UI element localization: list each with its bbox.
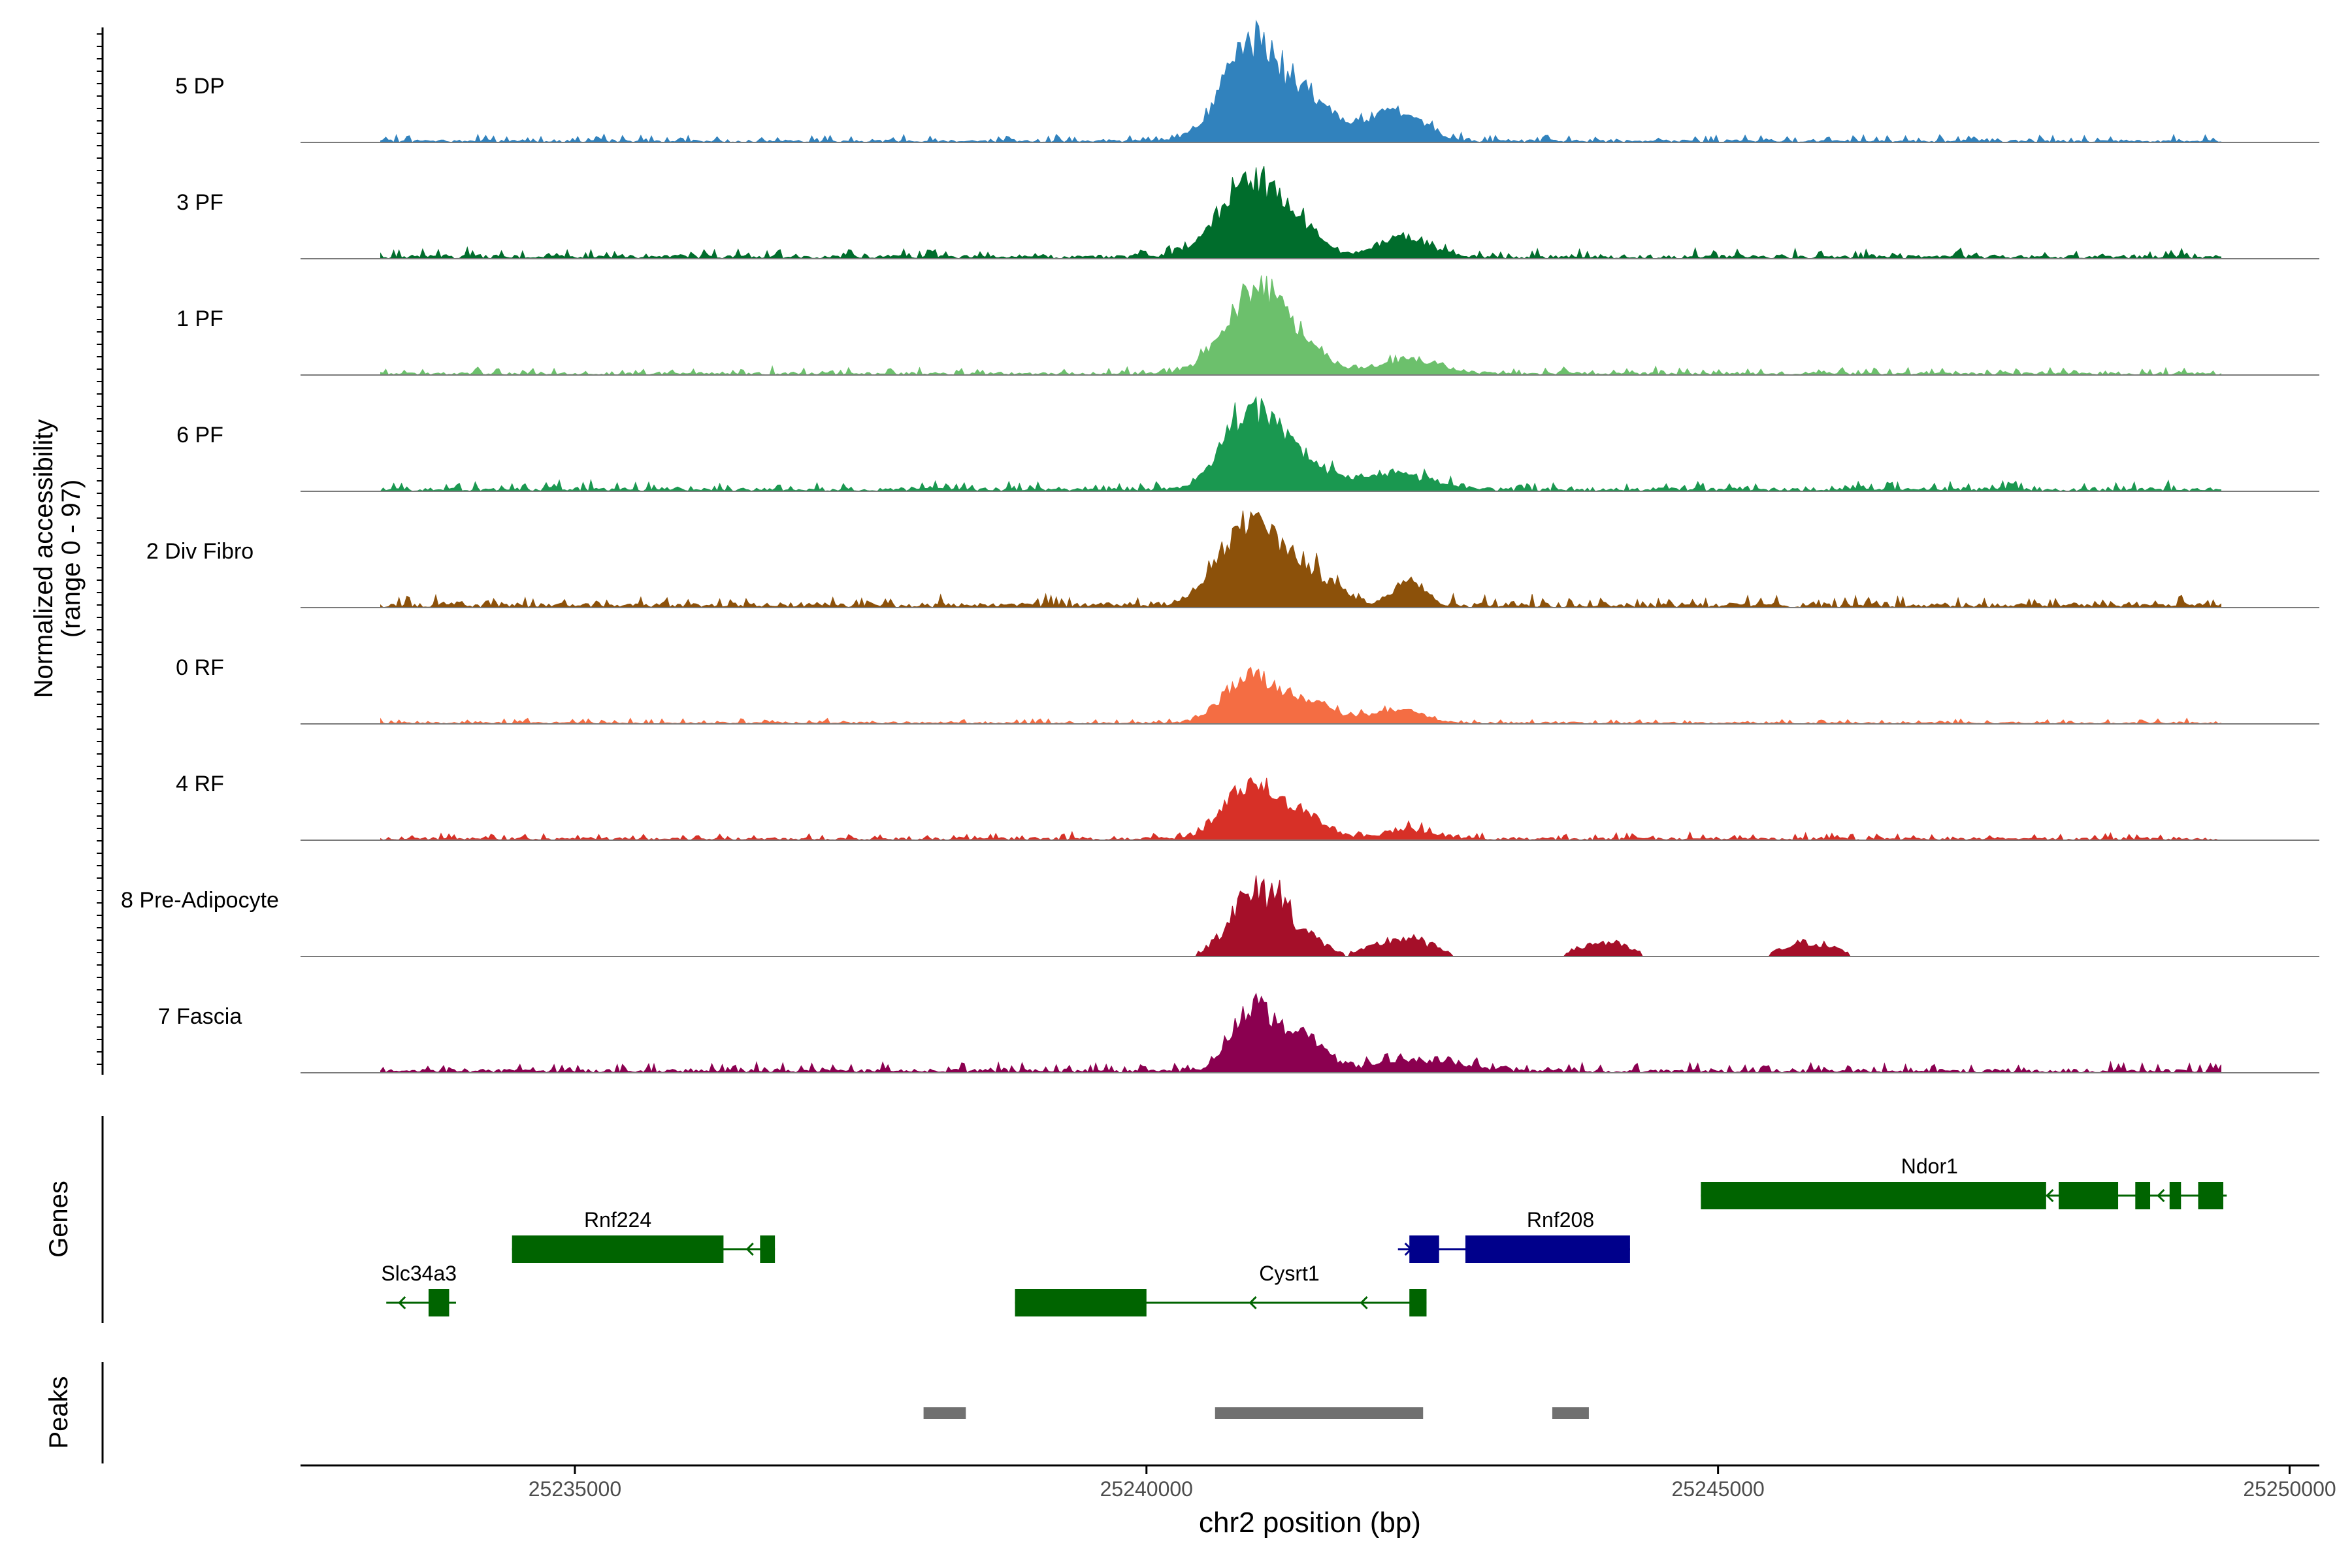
- track-label: 1 PF: [176, 306, 223, 331]
- gene-exon: [2059, 1182, 2119, 1209]
- track-label: 6 PF: [176, 423, 223, 448]
- coverage-area: [380, 992, 2222, 1074]
- peaks-panel: Peaks: [44, 1362, 1589, 1463]
- peak-region: [923, 1407, 966, 1419]
- x-tick-label: 25235000: [529, 1477, 621, 1501]
- peak-region: [1552, 1407, 1589, 1419]
- track-label: 8 Pre-Adipocyte: [121, 888, 279, 913]
- coverage-track: 4 RF: [176, 772, 2319, 841]
- strand-arrow: [2046, 1188, 2054, 1203]
- track-label: 4 RF: [176, 772, 224, 796]
- coverage-area: [380, 666, 2222, 725]
- strand-arrow: [1249, 1296, 1257, 1310]
- track-label: 7 Fascia: [158, 1004, 242, 1029]
- coverage-tracks: 5 DP 3 PF 1 PF 6 PF 2 Div Fibro 0 RF 4 RF 8 Pre…: [121, 20, 2319, 1074]
- coverage-track: 2 Div Fibro: [146, 510, 2319, 609]
- gene-model: Ndor1: [1701, 1154, 2227, 1209]
- coverage-track: 5 DP: [175, 20, 2319, 144]
- x-tick-label: 25245000: [1671, 1477, 1764, 1501]
- x-tick-label: 25240000: [1100, 1477, 1193, 1501]
- gene-exon: [428, 1289, 449, 1316]
- track-label: 2 Div Fibro: [146, 539, 253, 564]
- coverage-area: [380, 777, 2222, 841]
- gene-exon: [1465, 1235, 1630, 1263]
- gene-exon: [2135, 1182, 2151, 1209]
- genes-panel: Genes Slc34a3 Rnf224 Cysrt1 Rnf208 Ndor1: [44, 1116, 2227, 1323]
- gene-exon: [512, 1235, 724, 1263]
- strand-arrow: [745, 1242, 754, 1256]
- coverage-y-ticks: [97, 33, 103, 1065]
- coverage-track: 6 PF: [176, 395, 2319, 493]
- coverage-track: 8 Pre-Adipocyte: [121, 875, 2319, 957]
- coverage-track: 7 Fascia: [158, 992, 2319, 1074]
- coverage-area: [380, 166, 2222, 260]
- coverage-track: 0 RF: [176, 655, 2319, 725]
- gene-model: Rnf208: [1397, 1208, 1630, 1263]
- gene-exon: [1409, 1235, 1439, 1263]
- gene-model: Rnf224: [512, 1208, 776, 1263]
- peak-regions: [923, 1407, 1589, 1419]
- coverage-ylabel-line2: (range 0 - 97): [57, 480, 86, 638]
- gene-exon: [2169, 1182, 2181, 1209]
- x-axis-ticks: 25235000 25240000 25245000 25250000: [529, 1465, 2336, 1501]
- coverage-area: [380, 275, 2222, 376]
- strand-arrow: [1360, 1296, 1368, 1310]
- coverage-panel: Normalized accessibility (range 0 - 97) …: [29, 20, 2319, 1075]
- track-label: 0 RF: [176, 655, 224, 680]
- strand-arrow: [398, 1296, 406, 1310]
- strand-arrow: [2157, 1188, 2165, 1203]
- gene-label: Rnf224: [584, 1208, 651, 1232]
- coverage-area: [380, 875, 2221, 957]
- gene-model: Slc34a3: [381, 1262, 457, 1316]
- x-tick-label: 25250000: [2243, 1477, 2336, 1501]
- gene-label: Slc34a3: [381, 1262, 457, 1285]
- gene-models: Slc34a3 Rnf224 Cysrt1 Rnf208 Ndor1: [381, 1154, 2227, 1316]
- x-axis: 25235000 25240000 25245000 25250000 chr2 po…: [301, 1464, 2336, 1539]
- coverage-track: 1 PF: [176, 275, 2319, 376]
- genes-ylabel: Genes: [44, 1181, 73, 1258]
- gene-exon: [2198, 1182, 2224, 1209]
- gene-model: Cysrt1: [1015, 1262, 1427, 1316]
- track-label: 5 DP: [175, 74, 225, 99]
- peaks-ylabel: Peaks: [44, 1376, 73, 1448]
- gene-exon: [1015, 1289, 1147, 1316]
- gene-exon: [760, 1235, 776, 1263]
- gene-exon: [1701, 1182, 2046, 1209]
- gene-label: Cysrt1: [1259, 1262, 1319, 1285]
- coverage-track: 3 PF: [176, 166, 2319, 260]
- coverage-area: [380, 20, 2222, 144]
- track-label: 3 PF: [176, 190, 223, 215]
- x-axis-label: chr2 position (bp): [1199, 1507, 1421, 1539]
- peak-region: [1215, 1407, 1424, 1419]
- coverage-area: [380, 395, 2222, 493]
- gene-exon: [1409, 1289, 1427, 1316]
- coverage-area: [380, 510, 2222, 609]
- gene-label: Rnf208: [1527, 1208, 1594, 1232]
- coverage-ylabel-line1: Normalized accessibility: [29, 419, 58, 698]
- gene-label: Ndor1: [1901, 1154, 1958, 1178]
